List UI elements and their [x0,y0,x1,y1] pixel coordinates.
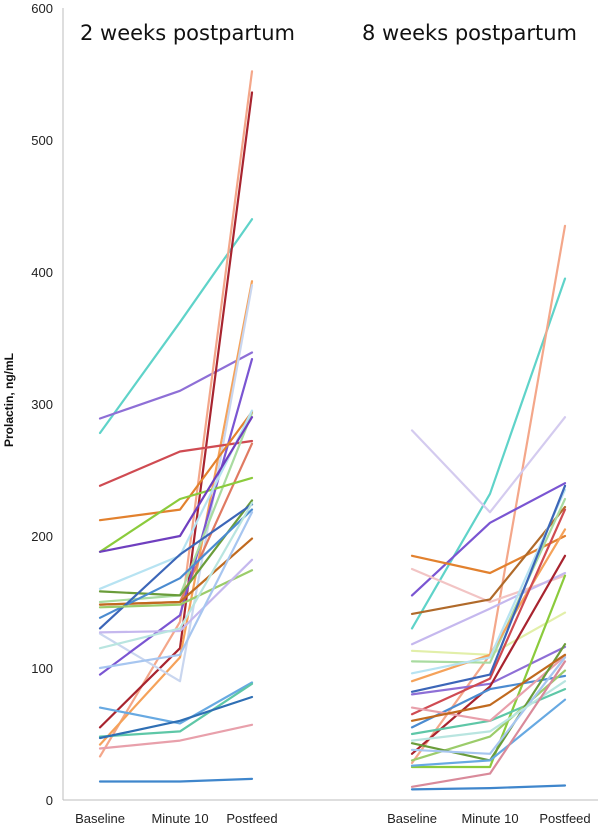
x-tick-label-panel2-0: Baseline [387,811,437,826]
y-tick-label-400: 400 [31,265,53,280]
series-line-panel2-15 [410,554,567,755]
series-line-panel2-8 [410,571,567,646]
axes: 0 100 200 300 400 500 600 [31,1,598,808]
y-tick-label-100: 100 [31,661,53,676]
series-line-panel1-21 [98,511,254,670]
series-line-panel1-5 [98,280,254,746]
series-line-panel2-24 [410,698,567,767]
y-tick-label-600: 600 [31,1,53,16]
series-line-panel2-13 [410,645,567,696]
series-line-panel2-16 [410,484,567,693]
series-line-panel1-4 [98,91,254,729]
x-tick-label-panel2-2: Postfeed [539,811,590,826]
y-tick-label-300: 300 [31,397,53,412]
series-line-panel1-2 [98,351,254,420]
series-line-panel1-11 [98,410,254,522]
series-line-panel2-26 [410,653,567,722]
series-line-panel1-17 [98,503,254,630]
series-line-panel1-24 [98,682,254,738]
series-line-panel2-17 [410,574,567,769]
series-line-panel2-21 [410,669,567,762]
series-line-panel1-27 [98,777,254,783]
panel-title-2: 8 weeks postpartum [362,21,577,45]
series-line-panel1-3 [98,70,254,758]
panels: 2 weeks postpartum Baseline Minute 10 Postf… [75,21,591,826]
series-line-panel1-25 [98,695,254,740]
x-tick-label-panel1-0: Baseline [75,811,125,826]
series-line-panel1-18 [98,569,254,609]
series-line-panel2-12 [410,488,567,675]
series-line-panel2-10 [410,497,567,664]
x-tick-label-panel1-2: Postfeed [226,811,277,826]
series-line-panel2-1 [410,277,567,630]
series-line-panel2-20 [410,654,567,722]
series-line-panel2-23 [410,656,567,755]
y-tick-label-200: 200 [31,529,53,544]
series-line-panel2-4 [410,482,567,597]
series-line-panel2-27 [410,660,567,788]
panel-title-1: 2 weeks postpartum [80,21,295,45]
panel-2: 8 weeks postpartum Baseline Minute 10 Postf… [362,21,591,826]
series-line-panel1-19 [98,416,254,553]
panel-1: 2 weeks postpartum Baseline Minute 10 Postf… [75,21,295,826]
series-line-panel2-28 [410,784,567,791]
series-line-panel1-22 [98,501,254,650]
y-tick-label-0: 0 [46,793,53,808]
x-tick-label-panel2-1: Minute 10 [461,811,518,826]
series-line-panel1-12 [98,476,254,553]
series-line-panel1-7 [98,439,254,487]
series-line-panel1-26 [98,723,254,750]
series-line-panel1-20 [98,558,254,634]
series-line-panel2-7 [410,505,567,616]
x-tick-label-panel1-1: Minute 10 [151,811,208,826]
series-line-panel1-23 [98,681,254,725]
series-line-panel1-6 [98,284,254,683]
y-tick-label-500: 500 [31,133,53,148]
series-line-panel2-14 [410,508,567,716]
series-line-panel2-3 [410,416,567,514]
y-axis-title: Prolactin, ng/mL [2,353,16,447]
